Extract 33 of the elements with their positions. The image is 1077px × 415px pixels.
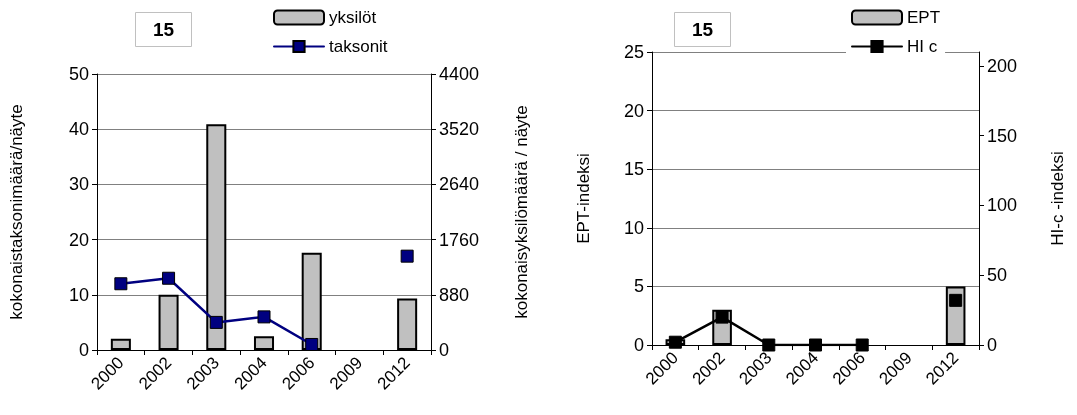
y2-axis-title: HI-c -indeksi bbox=[1048, 151, 1067, 246]
y-axis-title: kokonaistaksonimäärä/näyte bbox=[7, 104, 26, 320]
y2-tick-label: 1760 bbox=[439, 229, 480, 250]
y2-tick-label: 880 bbox=[439, 284, 470, 305]
y-tick-label: 40 bbox=[68, 119, 89, 140]
y-tick-label: 20 bbox=[623, 100, 644, 121]
y2-tick-label: 100 bbox=[987, 195, 1018, 216]
y-axis-title: EPT-indeksi bbox=[574, 153, 593, 244]
y2-tick-label: 0 bbox=[987, 335, 998, 355]
y2-tick-label: 150 bbox=[987, 125, 1018, 146]
y-tick-label: 20 bbox=[68, 229, 89, 250]
legend-label: EPT bbox=[907, 8, 941, 27]
chart-title: 15 bbox=[692, 19, 714, 40]
y-tick-label: 0 bbox=[633, 335, 644, 355]
chart-title: 15 bbox=[153, 19, 175, 40]
y-tick-label: 10 bbox=[68, 284, 89, 305]
y2-tick-label: 4400 bbox=[439, 64, 480, 84]
y-tick-label: 15 bbox=[623, 159, 644, 180]
y2-tick-label: 200 bbox=[987, 55, 1018, 76]
legend-label: HI c bbox=[907, 37, 938, 56]
y2-tick-label: 2640 bbox=[439, 174, 480, 195]
y2-axis-title: kokonaisyksilömäärä / näyte bbox=[512, 105, 531, 319]
y2-tick-label: 50 bbox=[987, 265, 1008, 286]
y2-tick-label: 0 bbox=[439, 340, 450, 360]
y-tick-label: 30 bbox=[68, 174, 89, 195]
y-tick-label: 10 bbox=[623, 217, 644, 238]
y-tick-label: 50 bbox=[68, 64, 89, 84]
legend-label: yksilöt bbox=[329, 8, 377, 27]
y-tick-label: 0 bbox=[78, 340, 89, 360]
y-tick-label: 25 bbox=[623, 42, 644, 62]
y-tick-label: 5 bbox=[633, 276, 644, 297]
y2-tick-label: 3520 bbox=[439, 119, 480, 140]
legend-label: taksonit bbox=[329, 37, 388, 56]
